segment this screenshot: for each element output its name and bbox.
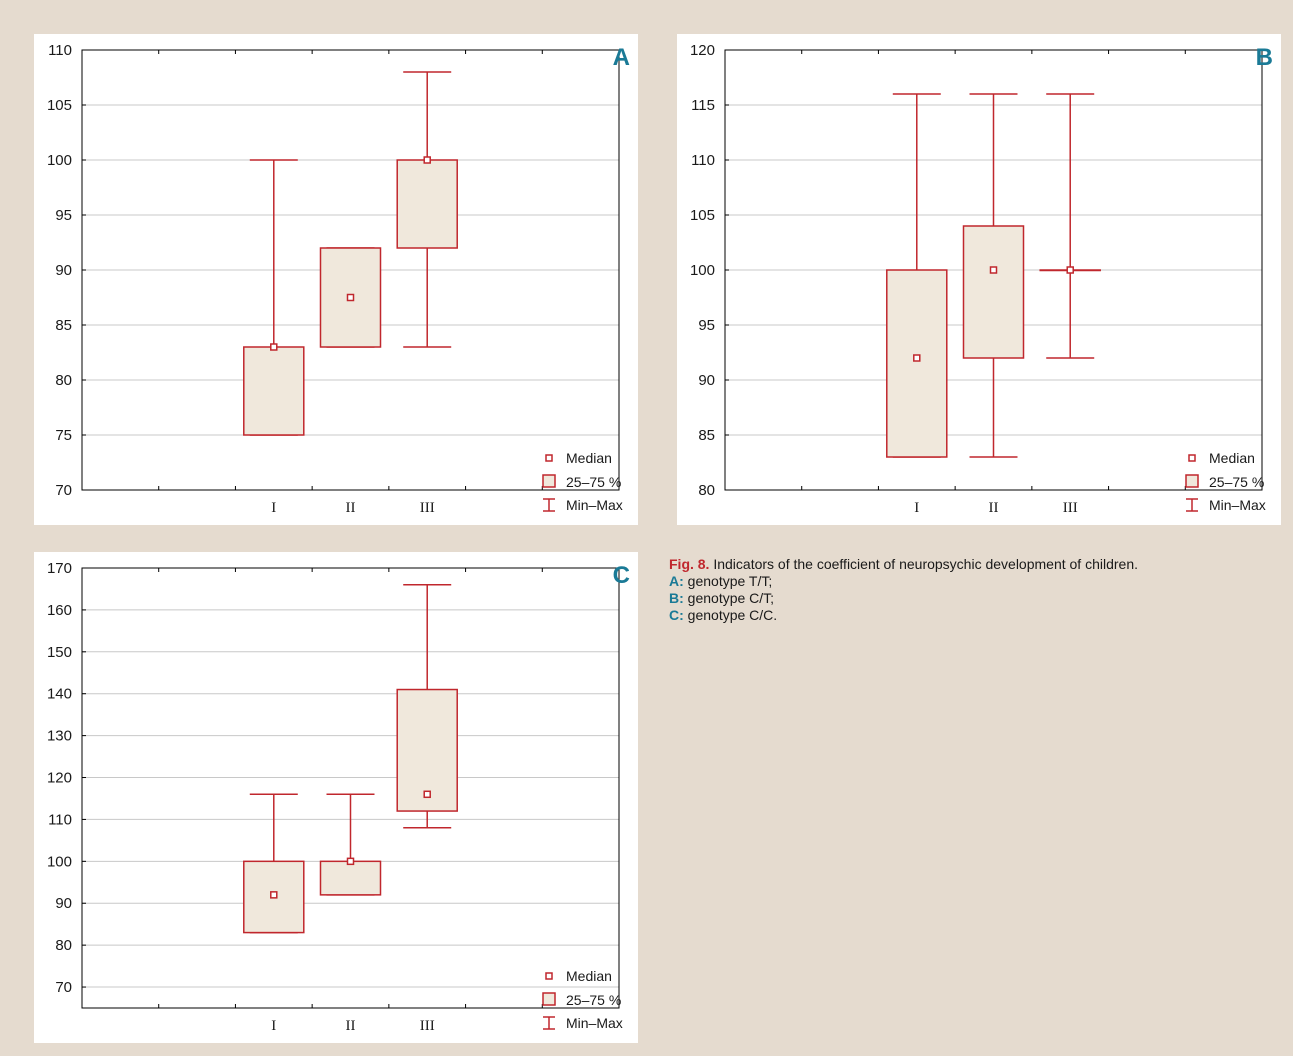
y-tick-label: 120 <box>47 770 72 787</box>
y-tick-label: 70 <box>55 482 72 499</box>
median-marker <box>989 266 998 274</box>
caption-item-label: B: <box>669 590 684 606</box>
x-category-label: III <box>420 1018 435 1034</box>
legend-box-label: 25–75 % <box>1209 474 1264 490</box>
y-tick-label: 120 <box>690 42 715 59</box>
median-marker <box>423 790 431 799</box>
y-tick-label: 100 <box>47 152 72 169</box>
x-category-label: III <box>1063 500 1078 516</box>
legend-box-label: 25–75 % <box>566 992 621 1008</box>
x-category-label: II <box>989 500 999 516</box>
y-tick-label: 105 <box>47 97 72 114</box>
y-tick-label: 150 <box>47 644 72 661</box>
legend-box-swatch <box>1185 474 1199 488</box>
figure-caption: Fig. 8. Indicators of the coefficient of… <box>669 556 1269 624</box>
panel-letter: B <box>1256 44 1273 71</box>
y-tick-label: 80 <box>55 372 72 389</box>
chart-panel-b: 80 85 90 95 100 105 110 115 120 I II III B Median 25–7… <box>677 34 1281 525</box>
x-category-label: I <box>914 500 919 516</box>
y-tick-label: 100 <box>690 262 715 279</box>
caption-item-label: A: <box>669 573 684 589</box>
caption-item-a: A: genotype T/T; <box>669 573 1269 590</box>
legend-median-swatch <box>545 454 553 462</box>
y-tick-label: 115 <box>691 97 715 114</box>
legend-whisker-label: Min–Max <box>566 1015 623 1031</box>
legend-median-label: Median <box>1209 450 1255 466</box>
plot-frame <box>81 49 620 491</box>
median-marker <box>423 156 431 164</box>
y-tick-label: 85 <box>55 317 72 334</box>
y-tick-label: 75 <box>55 427 72 444</box>
y-tick-label: 95 <box>698 317 715 334</box>
y-tick-label: 130 <box>47 728 72 745</box>
y-tick-label: 100 <box>47 853 72 870</box>
chart-panel-a: 70 75 80 85 90 95 100 105 110 I II III A Median 25–75 … <box>34 34 638 525</box>
iqr-box <box>886 269 948 458</box>
caption-item-text: genotype C/C. <box>683 607 778 623</box>
legend-median-swatch <box>1188 454 1196 462</box>
legend-box-swatch <box>542 474 556 488</box>
y-tick-label: 90 <box>55 895 72 912</box>
legend-whisker-label: Min–Max <box>1209 497 1266 513</box>
y-tick-label: 110 <box>691 152 715 169</box>
legend-median-label: Median <box>566 968 612 984</box>
y-tick-label: 140 <box>47 686 72 703</box>
median-marker <box>270 891 278 899</box>
median-marker <box>913 354 921 362</box>
caption-item-c: C: genotype C/C. <box>669 607 1269 624</box>
caption-item-text: genotype T/T; <box>683 573 773 589</box>
median-marker <box>1066 266 1074 274</box>
legend-median-swatch <box>545 972 553 980</box>
panel-letter: C <box>613 562 630 589</box>
x-category-label: II <box>346 500 356 516</box>
median-marker <box>346 293 355 302</box>
caption-title-line: Fig. 8. Indicators of the coefficient of… <box>669 556 1269 573</box>
y-tick-label: 80 <box>698 482 715 499</box>
y-tick-label: 170 <box>47 560 72 577</box>
y-tick-label: 110 <box>48 811 72 828</box>
caption-fig-label: Fig. 8. <box>669 556 710 572</box>
iqr-box <box>319 860 382 896</box>
panel-letter: A <box>613 44 630 71</box>
x-category-label: I <box>271 1018 276 1034</box>
y-tick-label: 90 <box>55 262 72 279</box>
median-marker <box>270 343 278 351</box>
x-category-label: II <box>346 1018 356 1034</box>
iqr-box <box>396 159 458 249</box>
legend-median-label: Median <box>566 450 612 466</box>
legend-box-swatch <box>542 992 556 1006</box>
caption-item-label: C: <box>669 607 684 623</box>
legend-box-label: 25–75 % <box>566 474 621 490</box>
x-category-label: I <box>271 500 276 516</box>
iqr-box <box>243 346 305 436</box>
caption-item-text: genotype C/T; <box>683 590 775 606</box>
caption-item-b: B: genotype C/T; <box>669 590 1269 607</box>
x-category-label: III <box>420 500 435 516</box>
iqr-box <box>962 225 1025 359</box>
plot-frame <box>81 567 620 1009</box>
y-tick-label: 70 <box>55 979 72 996</box>
y-tick-label: 85 <box>698 427 715 444</box>
y-tick-label: 160 <box>47 602 72 619</box>
plot-frame <box>724 49 1263 491</box>
median-marker <box>346 857 355 866</box>
y-tick-label: 110 <box>48 42 72 59</box>
chart-panel-c: 70 80 90 100 110 120 130 140 150 160 170 I II III C Med… <box>34 552 638 1043</box>
y-tick-label: 95 <box>55 207 72 224</box>
y-tick-label: 90 <box>698 372 715 389</box>
caption-title: Indicators of the coefficient of neurops… <box>709 556 1138 572</box>
y-tick-label: 105 <box>690 207 715 224</box>
legend-whisker-label: Min–Max <box>566 497 623 513</box>
y-tick-label: 80 <box>55 937 72 954</box>
